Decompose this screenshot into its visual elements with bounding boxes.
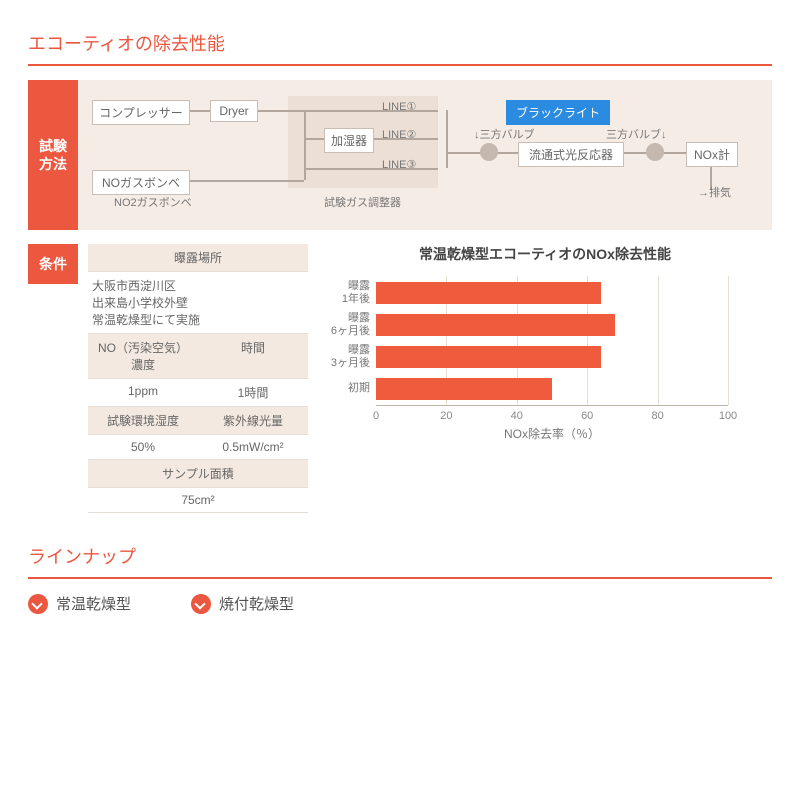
lineup-items: 常温乾燥型 焼付乾燥型 (28, 593, 772, 614)
cond-area-hd: サンプル面積 (88, 460, 308, 488)
chart-xaxis-title: NOx除去率（％） (376, 425, 728, 442)
flow-tag: 試験 方法 (28, 80, 78, 230)
flow-box-dryer: Dryer (210, 100, 258, 122)
flow-valve-circle-2 (646, 143, 664, 161)
chart-bar (376, 314, 615, 336)
conditions-table: 曝露場所 大阪市西淀川区 出来島小学校外壁 常温乾燥型にて実施 NO（汚染空気）… (88, 244, 308, 513)
chart-xtick: 80 (651, 410, 663, 422)
flow-box-no-gas: NOガスボンベ (92, 170, 190, 195)
chart-xtick: 0 (373, 410, 379, 422)
flow-no2-label: NO2ガスボンベ (114, 194, 192, 210)
chart-bar-row: 初期 (376, 378, 728, 400)
cond-no-val: 1ppm (88, 379, 198, 407)
chart-bar-row: 曝露 3ヶ月後 (376, 346, 728, 368)
flow-valve-l-label: ↓三方バルブ (474, 126, 535, 142)
cond-area-val: 75cm² (88, 488, 308, 513)
chart-bar-label: 曝露 6ヶ月後 (316, 312, 376, 338)
flow-box-nox: NOx計 (686, 142, 738, 167)
lower-row: 条件 曝露場所 大阪市西淀川区 出来島小学校外壁 常温乾燥型にて実施 NO（汚染… (28, 244, 772, 513)
section-title-performance: エコーティオの除去性能 (28, 30, 772, 66)
cond-time-val: 1時間 (198, 379, 308, 407)
flow-body: コンプレッサー Dryer 加湿器 NOガスボンベ 流通式光反応器 NOx計 ブ… (78, 80, 772, 230)
cond-no-hd: NO（汚染空気）濃度 (88, 334, 198, 379)
chart-bar-label: 曝露 3ヶ月後 (316, 344, 376, 370)
flow-line3-label: LINE③ (382, 158, 416, 171)
cond-hum-val: 50% (88, 435, 198, 460)
bar-chart: 曝露 1年後曝露 6ヶ月後曝露 3ヶ月後初期 NOx除去率（％） 0204060… (318, 272, 738, 442)
chart-bar (376, 378, 552, 400)
flow-box-compressor: コンプレッサー (92, 100, 190, 125)
section-title-lineup: ラインナップ (28, 543, 772, 579)
flow-line1-label: LINE① (382, 100, 416, 113)
flow-valve-circle-1 (480, 143, 498, 161)
cond-uv-hd: 紫外線光量 (198, 407, 308, 435)
cond-loc-hd: 曝露場所 (88, 244, 308, 272)
lineup-item[interactable]: 常温乾燥型 (28, 593, 131, 614)
lineup-item-label: 常温乾燥型 (56, 593, 131, 614)
flow-box-reactor: 流通式光反応器 (518, 142, 624, 167)
chart-xtick: 40 (511, 410, 523, 422)
flow-blacklight: ブラックライト (506, 100, 610, 125)
conditions-tag: 条件 (28, 244, 78, 284)
chart-bar-label: 曝露 1年後 (316, 280, 376, 306)
flow-diagram: 試験 方法 コンプレッサー Dryer 加湿器 NOガスボンベ 流通式光反応器 (28, 80, 772, 230)
cond-uv-val: 0.5mW/cm² (198, 435, 308, 460)
chart-zone: 常温乾燥型エコーティオのNOx除去性能 曝露 1年後曝露 6ヶ月後曝露 3ヶ月後… (318, 244, 772, 442)
cond-loc-val: 大阪市西淀川区 出来島小学校外壁 常温乾燥型にて実施 (88, 272, 308, 334)
lineup-section: ラインナップ 常温乾燥型 焼付乾燥型 (28, 543, 772, 614)
chart-bar (376, 282, 601, 304)
chart-plot: 曝露 1年後曝露 6ヶ月後曝露 3ヶ月後初期 (376, 276, 728, 406)
chart-bar (376, 346, 601, 368)
flow-box-humidifier: 加湿器 (324, 128, 374, 153)
cond-hum-hd: 試験環境湿度 (88, 407, 198, 435)
chart-bar-row: 曝露 1年後 (376, 282, 728, 304)
flow-valve-r-label: 三方バルブ↓ (606, 126, 667, 142)
chevron-down-circle-icon (28, 594, 48, 614)
lineup-item-label: 焼付乾燥型 (219, 593, 294, 614)
chart-title: 常温乾燥型エコーティオのNOx除去性能 (318, 244, 772, 264)
flow-line2-label: LINE② (382, 128, 416, 141)
flow-regulator-label: 試験ガス調整器 (324, 194, 401, 210)
chart-xtick: 60 (581, 410, 593, 422)
chart-bar-label: 初期 (316, 382, 376, 395)
chart-xtick: 20 (440, 410, 452, 422)
lineup-item[interactable]: 焼付乾燥型 (191, 593, 294, 614)
chevron-down-circle-icon (191, 594, 211, 614)
chart-xtick: 100 (719, 410, 737, 422)
flow-exhaust-label: →排気 (698, 184, 731, 200)
chart-bar-row: 曝露 6ヶ月後 (376, 314, 728, 336)
cond-time-hd: 時間 (198, 334, 308, 379)
